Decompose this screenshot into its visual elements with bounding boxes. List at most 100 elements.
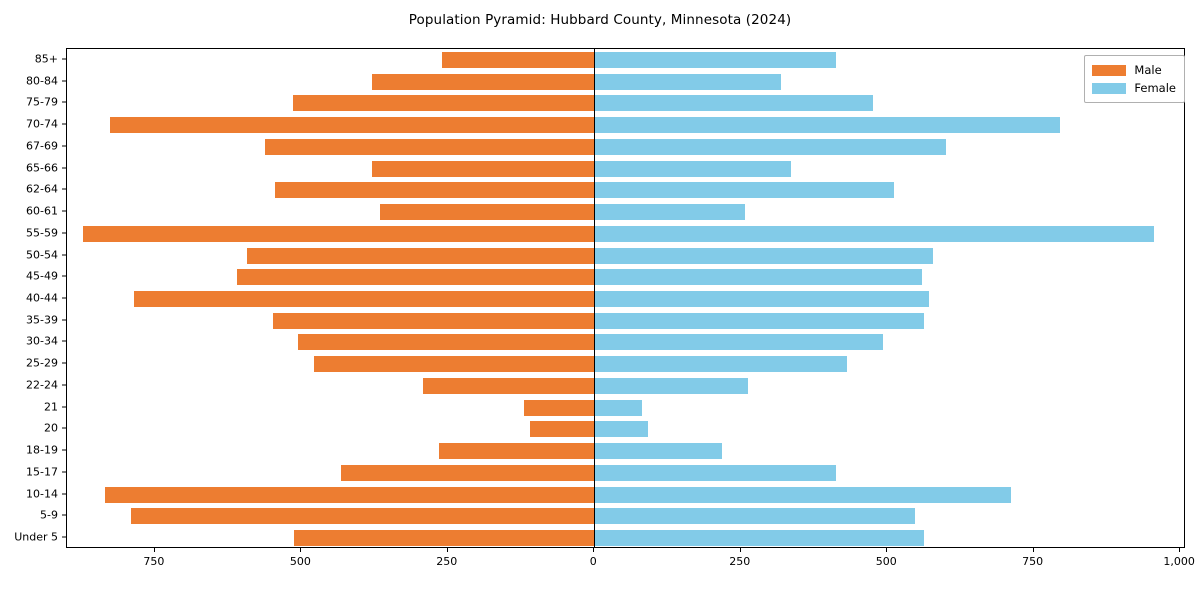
bar-male-59 (131, 508, 595, 525)
bar-male-20 (529, 421, 595, 438)
y-axis-label-1517: 15-17 (26, 465, 58, 479)
bar-female-Under5 (594, 530, 924, 547)
x-axis-tick (300, 548, 302, 552)
bar-male-5054 (247, 247, 595, 264)
y-axis-label-4044: 40-44 (26, 291, 58, 305)
bar-female-2529 (594, 356, 848, 373)
x-axis-tick (1032, 548, 1034, 552)
page-title: Population Pyramid: Hubbard County, Minn… (408, 12, 792, 28)
y-axis-tick (62, 536, 66, 538)
y-axis-tick (62, 167, 66, 169)
bar-female-4044 (594, 291, 930, 307)
x-axis-tick (886, 548, 888, 552)
bar-female-4549 (594, 269, 923, 286)
bar-male-2224 (423, 377, 595, 394)
x-axis-label-2: 250 (436, 555, 458, 568)
y-axis-label-6769: 67-69 (26, 139, 58, 153)
legend-label-female: Female (1134, 81, 1176, 95)
x-axis-tick (739, 548, 741, 552)
y-axis-label-5559: 55-59 (26, 226, 58, 240)
y-axis-tick-labels: 85+ 80-84 75-79 70-74 67-69 65-66 62-64 60-61 55… (0, 0, 60, 600)
y-axis-label-3539: 35-39 (26, 313, 58, 327)
x-axis-label-5: 500 (875, 555, 897, 568)
y-axis-tick (62, 427, 66, 429)
legend[interactable]: Male Female (1084, 55, 1185, 103)
bar-female-59 (594, 508, 916, 525)
x-axis-label-6: 750 (1022, 555, 1044, 568)
y-axis-label-20: 20 (44, 421, 58, 435)
y-axis-tick (62, 406, 66, 408)
plot-area (66, 48, 1185, 548)
bar-female-7579 (594, 95, 873, 112)
bar-female-5054 (594, 247, 933, 264)
y-axis-label-5054: 50-54 (26, 248, 58, 262)
y-axis-label-4549: 45-49 (26, 269, 58, 283)
y-axis-label-21: 21 (44, 400, 58, 414)
bar-female-6769 (594, 138, 946, 155)
legend-swatch-female (1092, 82, 1127, 94)
bar-male-6566 (371, 160, 595, 177)
y-axis-label-7579: 75-79 (26, 95, 58, 109)
y-axis-tick (62, 188, 66, 190)
bar-male-85 (441, 51, 595, 68)
y-axis-tick (62, 340, 66, 342)
y-axis-label-59: 5-9 (40, 508, 58, 522)
x-axis-label-3: 0 (589, 555, 597, 568)
y-axis-tick (62, 254, 66, 256)
bar-female-1819 (594, 443, 722, 460)
bar-female-1014 (594, 486, 1012, 503)
y-axis-tick (62, 384, 66, 386)
x-axis-label-4: 250 (729, 555, 751, 568)
y-axis-tick (62, 471, 66, 473)
y-axis-tick (62, 210, 66, 212)
bar-female-6264 (594, 182, 895, 199)
y-axis-label-85: 85+ (34, 52, 58, 66)
x-axis-tick (153, 548, 155, 552)
legend-swatch-male (1092, 64, 1127, 76)
x-axis-tick (593, 548, 595, 552)
x-axis-label-7: 1,000 (1163, 555, 1195, 568)
bar-male-1014 (105, 486, 595, 503)
y-axis-tick (62, 493, 66, 495)
bar-male-5559 (82, 225, 595, 242)
bar-female-8084 (594, 73, 781, 90)
bar-female-21 (594, 399, 643, 416)
y-axis-label-7074: 70-74 (26, 117, 58, 131)
bar-female-5559 (594, 225, 1154, 242)
y-axis-label-3034: 30-34 (26, 334, 58, 348)
bar-male-3539 (273, 312, 595, 329)
y-axis-tick (62, 123, 66, 125)
y-axis-label-6566: 65-66 (26, 161, 58, 175)
y-axis-label-6061: 60-61 (26, 204, 58, 218)
y-axis-tick (62, 319, 66, 321)
bar-male-2529 (314, 356, 595, 373)
legend-item-male[interactable]: Male (1092, 61, 1176, 79)
bar-male-4044 (133, 291, 595, 307)
bar-male-6061 (380, 204, 595, 221)
bar-female-6061 (594, 204, 746, 221)
bar-female-3034 (594, 334, 883, 351)
bar-male-4549 (236, 269, 595, 286)
bar-male-6769 (265, 138, 595, 155)
y-axis-tick (62, 449, 66, 451)
bar-male-6264 (274, 182, 595, 199)
bar-female-6566 (594, 160, 791, 177)
y-axis-tick (62, 514, 66, 516)
y-axis-tick (62, 80, 66, 82)
bar-male-1517 (341, 464, 595, 481)
legend-item-female[interactable]: Female (1092, 79, 1176, 97)
bar-female-85 (594, 51, 836, 68)
y-axis-tick (62, 275, 66, 277)
zero-axis-line (593, 49, 595, 547)
y-axis-label-1819: 18-19 (26, 443, 58, 457)
x-axis-label-0: 750 (143, 555, 165, 568)
bar-female-20 (594, 421, 649, 438)
bar-male-1819 (439, 443, 595, 460)
y-axis-tick (62, 297, 66, 299)
bar-female-7074 (594, 117, 1061, 134)
bar-male-7579 (292, 95, 595, 112)
legend-label-male: Male (1134, 63, 1162, 77)
bar-male-8084 (371, 73, 595, 90)
y-axis-tick (62, 362, 66, 364)
